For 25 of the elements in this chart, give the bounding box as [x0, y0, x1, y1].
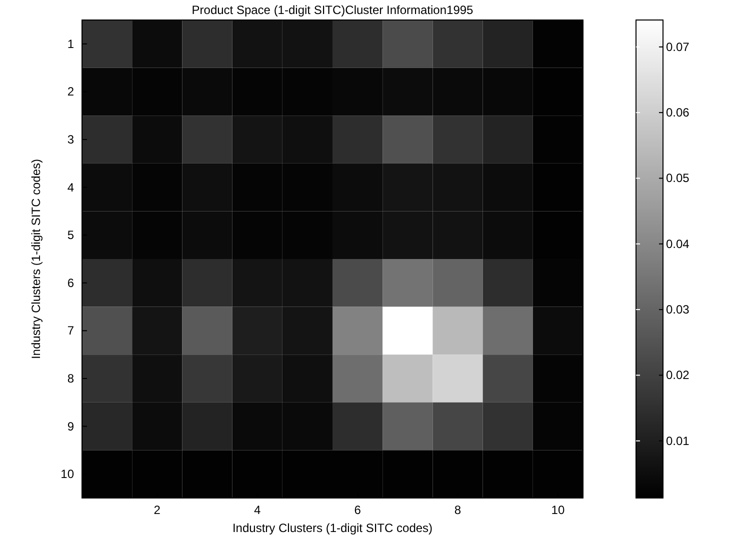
x-tick-label: 10 [551, 503, 565, 517]
color-bar-label: 0.04 [666, 236, 690, 251]
y-tick-label: 10 [60, 467, 74, 482]
y-tick-label: 3 [67, 132, 74, 146]
chart-title: Product Space (1-digit SITC)Cluster Information1995 [192, 3, 474, 17]
x-tick-label: 6 [354, 503, 362, 517]
y-tick-label: 9 [67, 419, 74, 434]
y-tick-label: 5 [67, 228, 74, 242]
y-axis-title: Industry Clusters (1-digit SITC codes) [29, 158, 43, 360]
y-tick-label: 8 [67, 372, 74, 386]
y-tick-label: 6 [67, 276, 74, 290]
y-tick-label: 4 [67, 180, 74, 194]
x-tick-label: 2 [154, 503, 161, 517]
y-tick-label: 2 [67, 84, 74, 99]
color-bar-label: 0.01 [666, 434, 690, 448]
x-tick-label: 4 [254, 503, 262, 517]
y-tick-label: 7 [67, 324, 74, 338]
color-bar-label: 0.03 [666, 302, 690, 317]
x-axis-title: Industry Clusters (1-digit SITC codes) [232, 521, 433, 535]
color-bar-label: 0.07 [666, 40, 690, 54]
color-bar-label: 0.05 [666, 171, 690, 186]
color-bar-label: 0.02 [666, 368, 690, 382]
y-tick-label: 1 [67, 36, 74, 51]
x-tick-label: 8 [454, 503, 462, 517]
color-bar-label: 0.06 [666, 106, 690, 120]
